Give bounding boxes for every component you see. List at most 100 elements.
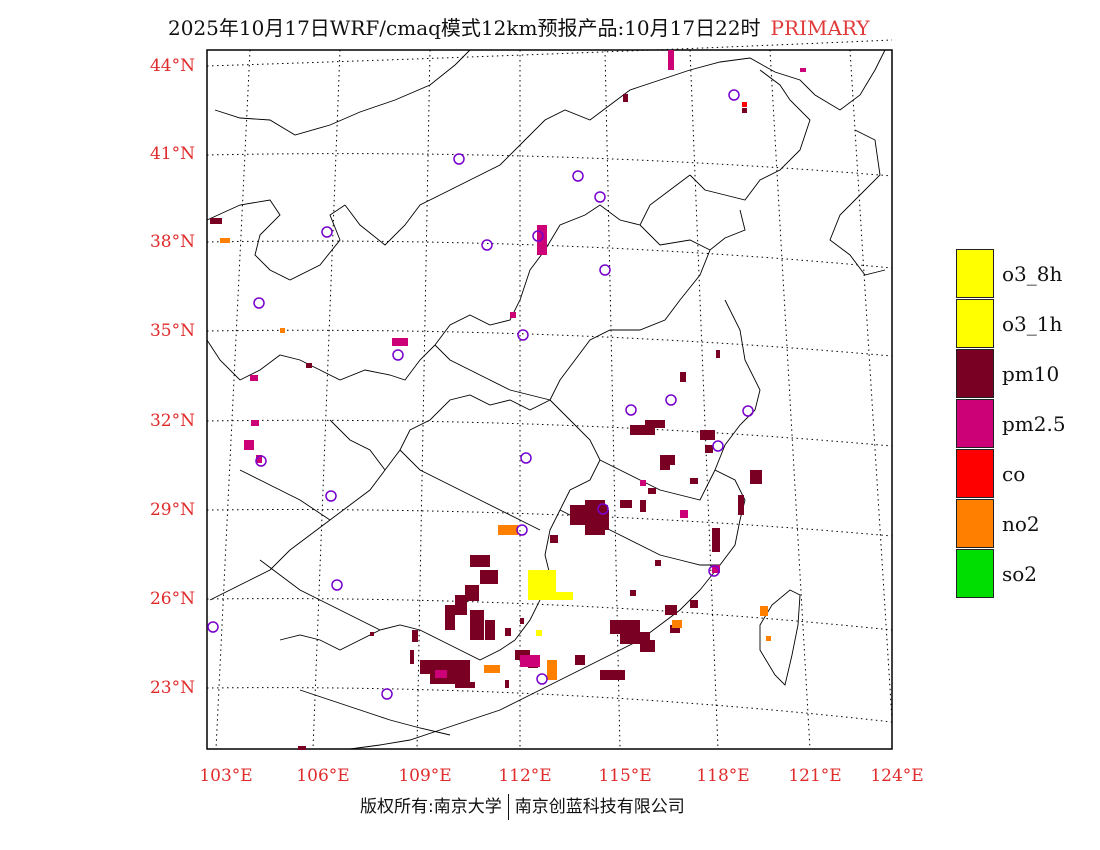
city-marker [321, 226, 333, 238]
lat-label-44: 44°N [149, 56, 195, 76]
legend-item-so2: so2 [956, 549, 1100, 599]
no2-cell [498, 525, 518, 535]
city-marker [520, 452, 532, 464]
pm10-cell [470, 555, 490, 567]
legend-label: o3_1h [1002, 312, 1063, 336]
city-marker [599, 264, 611, 276]
legend-label: pm10 [1002, 362, 1060, 386]
pm25-cell [251, 420, 259, 426]
city-marker [381, 688, 393, 700]
pm10-cell [420, 660, 470, 674]
o3-cell [555, 592, 573, 600]
pm10-cell [455, 682, 475, 688]
pm10-cell [716, 350, 720, 358]
pm10-cell [630, 425, 655, 435]
pm10-cell [210, 218, 222, 224]
pm25-cell [250, 375, 258, 381]
pm10-cell [645, 420, 665, 428]
pm10-cell [712, 528, 720, 552]
legend-item-co: co [956, 449, 1100, 499]
lat-label-29: 29°N [149, 500, 195, 520]
pm10-cell [640, 500, 646, 512]
legend-swatch [956, 399, 994, 448]
pm10-cell [485, 620, 495, 640]
pm10-cell [610, 620, 640, 634]
o3-cell [528, 570, 556, 600]
pm10-cell [620, 500, 632, 508]
pm10-cell [445, 605, 455, 630]
no2-cell [766, 636, 771, 641]
pm10-cell [670, 625, 680, 633]
city-marker [516, 524, 528, 536]
city-marker [253, 297, 265, 309]
city-marker [453, 153, 465, 165]
pm10-cell [455, 595, 467, 615]
legend-label: so2 [1002, 562, 1038, 586]
pm25-cell [800, 68, 806, 72]
pm25-cell [712, 565, 720, 573]
map-title: 2025年10月17日WRF/cmaq模式12km预报产品:10月17日22时 P… [168, 12, 998, 41]
pm10-cell [550, 535, 558, 543]
pm10-cell [648, 488, 656, 494]
pm25-cell [256, 455, 262, 463]
city-marker [331, 579, 343, 591]
lon-label-109: 109°E [398, 766, 452, 786]
title-text: 2025年10月17日WRF/cmaq模式12km预报产品:10月17日22时 [168, 16, 761, 40]
pm10-cell [412, 630, 418, 642]
pm10-cell [660, 462, 670, 470]
pm10-cell [600, 670, 625, 680]
co-cell [742, 102, 747, 107]
no2-cell [220, 238, 230, 243]
pm10-cell [505, 680, 509, 688]
pm25-cell [510, 312, 516, 318]
legend-item-o3-1h: o3_1h [956, 299, 1100, 349]
pm10-cell [705, 445, 713, 453]
pm10-cell [690, 600, 698, 608]
lon-label-106: 106°E [296, 766, 350, 786]
lat-label-41: 41°N [149, 144, 195, 164]
pm10-cell [665, 605, 677, 615]
lon-label-121: 121°E [788, 766, 842, 786]
city-marker [572, 170, 584, 182]
lat-label-38: 38°N [149, 232, 195, 252]
city-marker [597, 503, 609, 515]
pm10-cell [470, 610, 484, 640]
pm10-cell [505, 628, 511, 636]
pm10-cell [660, 455, 675, 465]
legend-swatch [956, 249, 994, 298]
pm25-cell [668, 50, 674, 70]
pm25-cell [392, 338, 408, 346]
pm10-cell [465, 585, 479, 601]
pm10-cell [410, 650, 414, 664]
pm10-cell [370, 632, 374, 636]
city-marker [517, 329, 529, 341]
footer-left: 版权所有:南京大学 [360, 797, 502, 817]
lat-label-26: 26°N [149, 589, 195, 609]
lat-label-23: 23°N [149, 678, 195, 698]
pm10-cell [690, 478, 698, 484]
pm10-cell [597, 510, 609, 530]
legend-item-o3-8h: o3_8h [956, 249, 1100, 299]
pm10-cell [520, 618, 524, 624]
city-marker [481, 239, 493, 251]
legend-item-no2: no2 [956, 499, 1100, 549]
city-marker [665, 394, 677, 406]
city-marker [708, 565, 720, 577]
lon-label-112: 112°E [498, 766, 552, 786]
lat-label-35: 35°N [149, 321, 195, 341]
pm10-cell [306, 363, 312, 368]
city-marker [742, 405, 754, 417]
legend-label: no2 [1002, 512, 1040, 536]
legend-label: o3_8h [1002, 262, 1063, 286]
no2-cell [760, 606, 768, 616]
legend-swatch [956, 549, 994, 598]
pm25-cell [244, 440, 254, 450]
lon-label-103: 103°E [199, 766, 253, 786]
pm10-cell [700, 430, 715, 440]
legend-swatch [956, 299, 994, 348]
pm10-cell [750, 470, 762, 484]
pm10-cell [738, 495, 744, 515]
legend-item-pm10: pm10 [956, 349, 1100, 399]
pm25-cell [640, 480, 646, 486]
